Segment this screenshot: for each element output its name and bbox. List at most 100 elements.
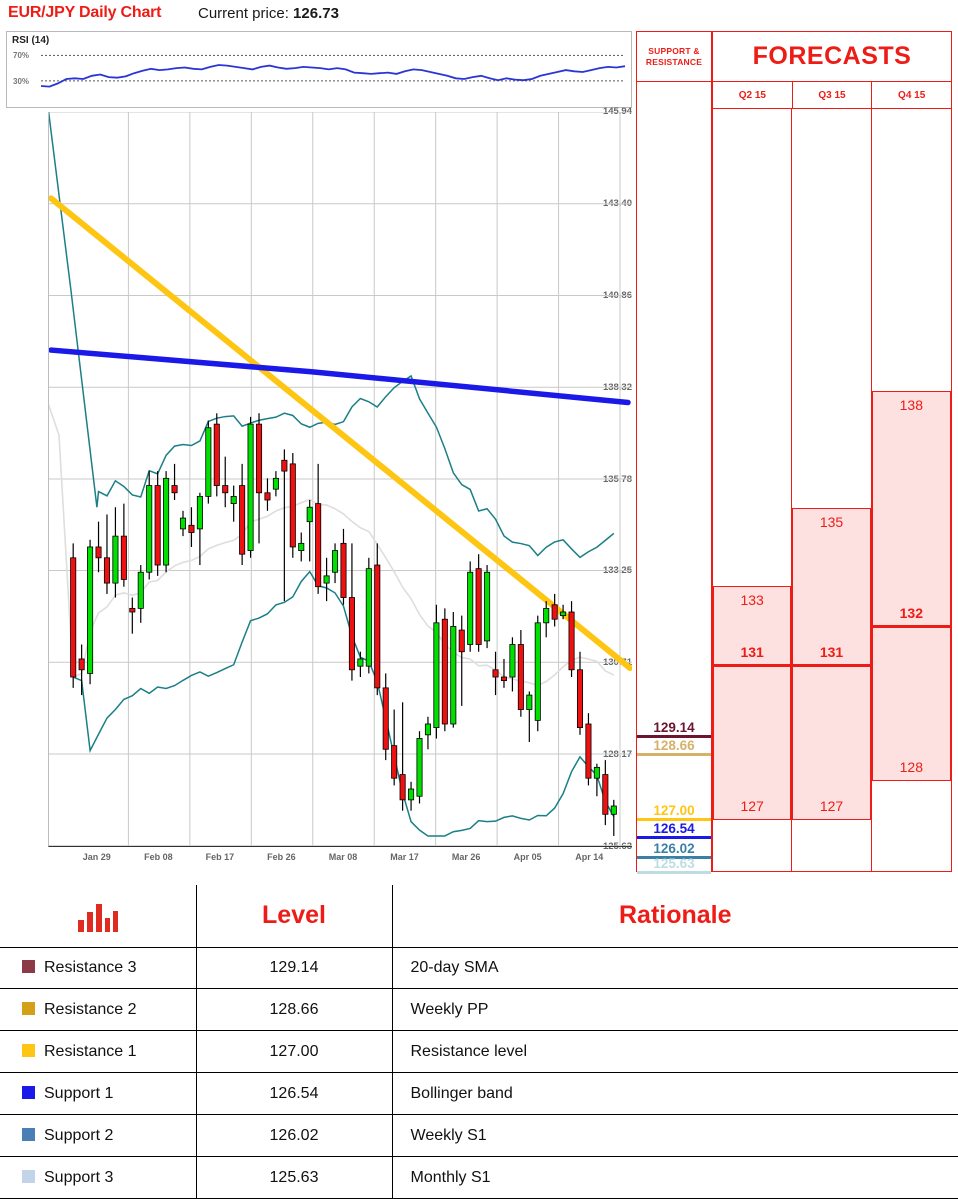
level-value: 129.14: [195, 946, 393, 990]
level-name-cell: Support 3: [0, 1156, 197, 1199]
chart-header: EUR/JPY Daily Chart Current price: 126.7…: [0, 0, 958, 28]
x-axis-tick: Mar 26: [451, 852, 481, 862]
forecasts-body: 133 127 131 135 127 131 138 128 132: [713, 109, 951, 871]
candlestick-series: [18, 98, 633, 847]
forecast-column-1: 133 127 131: [713, 109, 793, 871]
table-header-row: Level Rationale: [0, 885, 958, 948]
rsi-tick-70: 70%: [13, 51, 30, 61]
level-rationale: Bollinger band: [391, 1072, 958, 1116]
level-name: Resistance 3: [44, 958, 137, 976]
forecast-base-value: 132: [899, 604, 923, 621]
level-rationale: 20-day SMA: [391, 946, 958, 990]
x-axis-tick: Feb 26: [267, 852, 296, 862]
color-swatch-icon: [22, 959, 35, 973]
sr-level-line: [637, 835, 711, 839]
level-rationale: Monthly S1: [391, 1156, 958, 1199]
forecast-quarter-header-2: Q3 15: [793, 82, 873, 108]
level-rationale: Weekly S1: [391, 1114, 958, 1158]
level-rationale: Weekly PP: [391, 988, 958, 1032]
sr-level-value: 127.00: [653, 802, 695, 818]
table-row: Support 1 126.54 Bollinger band: [0, 1072, 958, 1116]
color-swatch-icon: [22, 1001, 35, 1015]
rsi-panel: RSI (14) 70% 30%: [6, 31, 632, 108]
level-rationale: Resistance level: [391, 1030, 958, 1074]
sr-level-value: 128.66: [653, 738, 695, 754]
bar-chart-icon: [77, 903, 118, 932]
forecast-range-box: [871, 391, 951, 781]
rsi-label: RSI (14): [12, 35, 50, 46]
y-axis-tick: 128.17: [602, 749, 632, 761]
sr-level-value: 125.63: [653, 856, 695, 871]
forecast-column-3: 138 128 132: [871, 109, 951, 871]
price-plot: [18, 98, 633, 847]
level-value: 126.02: [195, 1114, 393, 1158]
table-row: Resistance 3 129.14 20-day SMA: [0, 946, 958, 990]
forecast-column-2: 135 127 131: [792, 109, 872, 871]
sr-header-line1: SUPPORT &: [648, 45, 700, 56]
forecast-high-value: 138: [899, 397, 923, 414]
support-resistance-column: SUPPORT & RESISTANCE 129.14 128.66 127.00 1…: [636, 31, 712, 874]
forecast-base-value: 131: [819, 643, 844, 660]
color-swatch-icon: [22, 1169, 35, 1183]
forecast-baseline: [792, 663, 871, 667]
color-swatch-icon: [22, 1085, 35, 1099]
forecast-low-value: 127: [819, 797, 844, 814]
table-header-rationale: Rationale: [391, 885, 958, 948]
level-value: 127.00: [195, 1030, 393, 1074]
level-name-cell: Support 2: [0, 1114, 197, 1158]
forecast-high-value: 133: [740, 591, 764, 608]
forecasts-title: FORECASTS: [713, 32, 951, 82]
forecasts-panel: FORECASTS Q2 15 Q3 15 Q4 15 133 127 131 135 12…: [712, 31, 952, 872]
x-axis-tick: Feb 17: [205, 852, 235, 862]
levels-table-body: Resistance 3 129.14 20-day SMA Resistance 2…: [0, 946, 958, 1199]
sr-level-line: [637, 855, 711, 859]
level-name: Support 2: [44, 1126, 114, 1144]
sr-level-value: 126.54: [653, 820, 695, 836]
current-price-value: 126.73: [293, 5, 339, 22]
sr-header-line2: RESISTANCE: [645, 56, 703, 67]
support-resistance-header: SUPPORT & RESISTANCE: [637, 32, 711, 82]
level-name-cell: Resistance 3: [0, 946, 197, 990]
level-name: Resistance 2: [44, 1000, 137, 1018]
level-name-cell: Support 1: [0, 1072, 197, 1116]
forecast-range-box: [713, 585, 792, 820]
price-chart-panel: 145.94143.40140.86138.32135.78133.25130.…: [6, 98, 633, 872]
table-row: Resistance 1 127.00 Resistance level: [0, 1030, 958, 1074]
rsi-tick-30: 30%: [13, 76, 30, 86]
forecast-quarter-header-3: Q4 15: [898, 89, 926, 101]
level-value: 128.66: [195, 988, 393, 1032]
forecast-quarter-header-1: Q2 15: [713, 82, 793, 108]
levels-table: Level Rationale Resistance 3 129.14 20-day…: [0, 885, 958, 1199]
table-header-icon-cell: [0, 885, 197, 948]
table-header-level-label: Level: [262, 901, 326, 930]
current-price: Current price: 126.73: [198, 5, 339, 22]
x-axis-tick: Feb 08: [144, 852, 173, 862]
level-value: 126.54: [195, 1072, 393, 1116]
forecast-low-value: 128: [899, 758, 923, 775]
sr-level-line: [637, 871, 711, 874]
forecast-base-value: 131: [740, 643, 764, 660]
level-name: Support 3: [44, 1168, 114, 1186]
forecast-high-value: 135: [819, 514, 844, 531]
sr-level-line: [637, 753, 711, 757]
table-row: Resistance 2 128.66 Weekly PP: [0, 988, 958, 1032]
x-axis-tick: Apr 05: [513, 852, 542, 862]
sr-level-line: [637, 734, 711, 738]
table-row: Support 2 126.02 Weekly S1: [0, 1114, 958, 1158]
forecast-baseline: [871, 624, 951, 628]
level-name-cell: Resistance 1: [0, 1030, 197, 1074]
color-swatch-icon: [22, 1043, 35, 1057]
forecast-low-value: 127: [740, 797, 764, 814]
y-axis-tick: 145.94: [602, 106, 632, 117]
color-swatch-icon: [22, 1127, 35, 1141]
table-header-rationale-label: Rationale: [618, 901, 732, 930]
sr-level-line: [637, 817, 711, 821]
level-name: Support 1: [44, 1084, 114, 1102]
x-axis-tick: Mar 08: [328, 852, 358, 862]
forecasts-quarter-headers: Q2 15 Q3 15 Q4 15: [713, 82, 951, 109]
current-price-label: Current price:: [198, 5, 289, 22]
x-axis-tick: Apr 14: [575, 852, 604, 862]
table-row: Support 3 125.63 Monthly S1: [0, 1156, 958, 1199]
x-axis-tick: Jan 29: [82, 852, 111, 862]
sr-level-value: 126.02: [653, 840, 695, 856]
